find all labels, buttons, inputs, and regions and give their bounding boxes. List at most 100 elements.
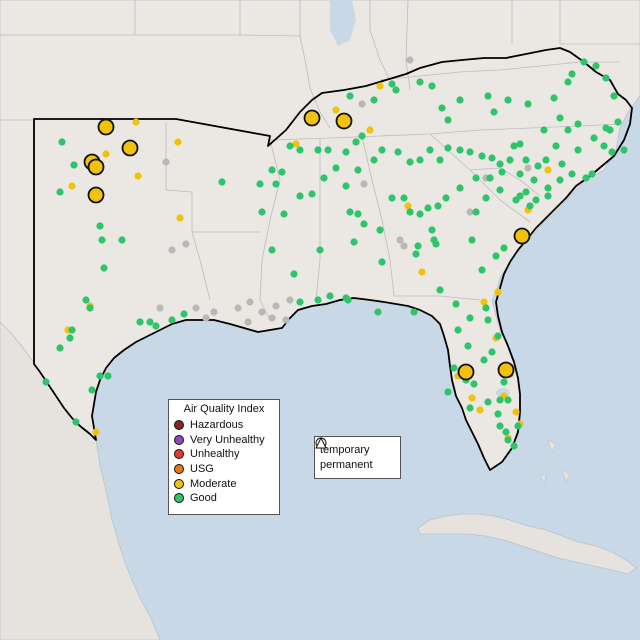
- station-marker-good[interactable]: [406, 158, 414, 166]
- station-marker-good[interactable]: [456, 184, 464, 192]
- station-marker-good[interactable]: [434, 202, 442, 210]
- station-marker-good[interactable]: [478, 266, 486, 274]
- station-marker-good[interactable]: [496, 186, 504, 194]
- station-marker-good[interactable]: [346, 92, 354, 100]
- station-marker-nodata[interactable]: [234, 304, 242, 312]
- station-marker-good[interactable]: [482, 304, 490, 312]
- station-marker-moderate[interactable]: [292, 140, 300, 148]
- station-marker-good[interactable]: [478, 152, 486, 160]
- station-marker-moderate[interactable]: [404, 202, 412, 210]
- station-marker-good[interactable]: [522, 156, 530, 164]
- station-marker-good[interactable]: [412, 250, 420, 258]
- station-marker-good[interactable]: [492, 252, 500, 260]
- station-marker-good[interactable]: [68, 326, 76, 334]
- station-marker-good[interactable]: [444, 144, 452, 152]
- station-marker-good[interactable]: [350, 238, 358, 246]
- station-marker-good[interactable]: [96, 222, 104, 230]
- station-marker-good[interactable]: [370, 156, 378, 164]
- station-marker-nodata[interactable]: [246, 298, 254, 306]
- station-marker-good[interactable]: [152, 322, 160, 330]
- station-marker-good[interactable]: [480, 356, 488, 364]
- station-marker-good[interactable]: [614, 118, 622, 126]
- station-marker-moderate[interactable]: [68, 182, 76, 190]
- station-marker-good[interactable]: [286, 142, 294, 150]
- station-marker-good[interactable]: [482, 194, 490, 202]
- station-marker-good[interactable]: [376, 226, 384, 234]
- station-marker-good[interactable]: [556, 176, 564, 184]
- station-marker-good[interactable]: [468, 236, 476, 244]
- station-marker-good[interactable]: [72, 418, 80, 426]
- station-marker-moderate[interactable]: [494, 288, 502, 296]
- station-marker-good[interactable]: [438, 104, 446, 112]
- station-marker-good[interactable]: [324, 146, 332, 154]
- station-marker-good[interactable]: [96, 372, 104, 380]
- station-marker-good[interactable]: [608, 148, 616, 156]
- station-marker-good[interactable]: [370, 96, 378, 104]
- station-marker-good[interactable]: [410, 308, 418, 316]
- station-marker-good[interactable]: [406, 208, 414, 216]
- station-marker-good[interactable]: [70, 161, 78, 169]
- station-marker-nodata[interactable]: [286, 296, 294, 304]
- station-marker-good[interactable]: [146, 318, 154, 326]
- station-marker-good[interactable]: [568, 70, 576, 78]
- station-marker-good[interactable]: [98, 236, 106, 244]
- station-marker-good[interactable]: [444, 388, 452, 396]
- station-marker-good[interactable]: [58, 138, 66, 146]
- station-marker-good[interactable]: [314, 146, 322, 154]
- station-marker-moderate[interactable]: [468, 394, 476, 402]
- station-marker-good[interactable]: [136, 318, 144, 326]
- station-marker-good[interactable]: [496, 422, 504, 430]
- station-marker-moderate-large[interactable]: [335, 112, 353, 130]
- station-marker-good[interactable]: [326, 292, 334, 300]
- station-marker-moderate-large[interactable]: [121, 139, 139, 157]
- station-marker-nodata[interactable]: [182, 240, 190, 248]
- station-marker-good[interactable]: [602, 74, 610, 82]
- station-marker-good[interactable]: [416, 78, 424, 86]
- station-marker-good[interactable]: [400, 194, 408, 202]
- station-marker-good[interactable]: [436, 286, 444, 294]
- station-marker-good[interactable]: [494, 410, 502, 418]
- station-marker-good[interactable]: [556, 114, 564, 122]
- station-marker-good[interactable]: [602, 124, 610, 132]
- station-marker-good[interactable]: [86, 304, 94, 312]
- station-marker-moderate[interactable]: [366, 126, 374, 134]
- station-marker-nodata[interactable]: [168, 246, 176, 254]
- station-marker-good[interactable]: [104, 372, 112, 380]
- station-marker-good[interactable]: [526, 202, 534, 210]
- station-marker-good[interactable]: [378, 146, 386, 154]
- station-marker-nodata[interactable]: [400, 242, 408, 250]
- station-marker-good[interactable]: [592, 62, 600, 70]
- station-marker-nodata[interactable]: [244, 318, 252, 326]
- station-marker-good[interactable]: [484, 316, 492, 324]
- station-marker-moderate[interactable]: [376, 82, 384, 90]
- station-marker-moderate[interactable]: [476, 406, 484, 414]
- station-marker-good[interactable]: [354, 210, 362, 218]
- station-marker-good[interactable]: [564, 78, 572, 86]
- station-marker-good[interactable]: [268, 246, 276, 254]
- station-marker-nodata[interactable]: [406, 56, 414, 64]
- station-marker-good[interactable]: [100, 264, 108, 272]
- station-marker-good[interactable]: [496, 396, 504, 404]
- station-marker-good[interactable]: [296, 298, 304, 306]
- station-marker-good[interactable]: [456, 146, 464, 154]
- station-marker-good[interactable]: [388, 194, 396, 202]
- station-marker-good[interactable]: [506, 156, 514, 164]
- station-marker-good[interactable]: [296, 146, 304, 154]
- station-marker-good[interactable]: [444, 116, 452, 124]
- station-marker-moderate[interactable]: [102, 150, 110, 158]
- station-marker-good[interactable]: [568, 170, 576, 178]
- station-marker-good[interactable]: [66, 334, 74, 342]
- station-marker-good[interactable]: [442, 194, 450, 202]
- station-marker-good[interactable]: [484, 398, 492, 406]
- station-marker-good[interactable]: [494, 332, 502, 340]
- station-marker-nodata[interactable]: [360, 180, 368, 188]
- station-marker-good[interactable]: [472, 174, 480, 182]
- station-marker-good[interactable]: [600, 142, 608, 150]
- station-marker-nodata[interactable]: [258, 308, 266, 316]
- station-marker-good[interactable]: [280, 210, 288, 218]
- station-marker-nodata[interactable]: [162, 158, 170, 166]
- station-marker-moderate-large[interactable]: [87, 186, 105, 204]
- station-marker-good[interactable]: [394, 148, 402, 156]
- station-marker-good[interactable]: [342, 294, 350, 302]
